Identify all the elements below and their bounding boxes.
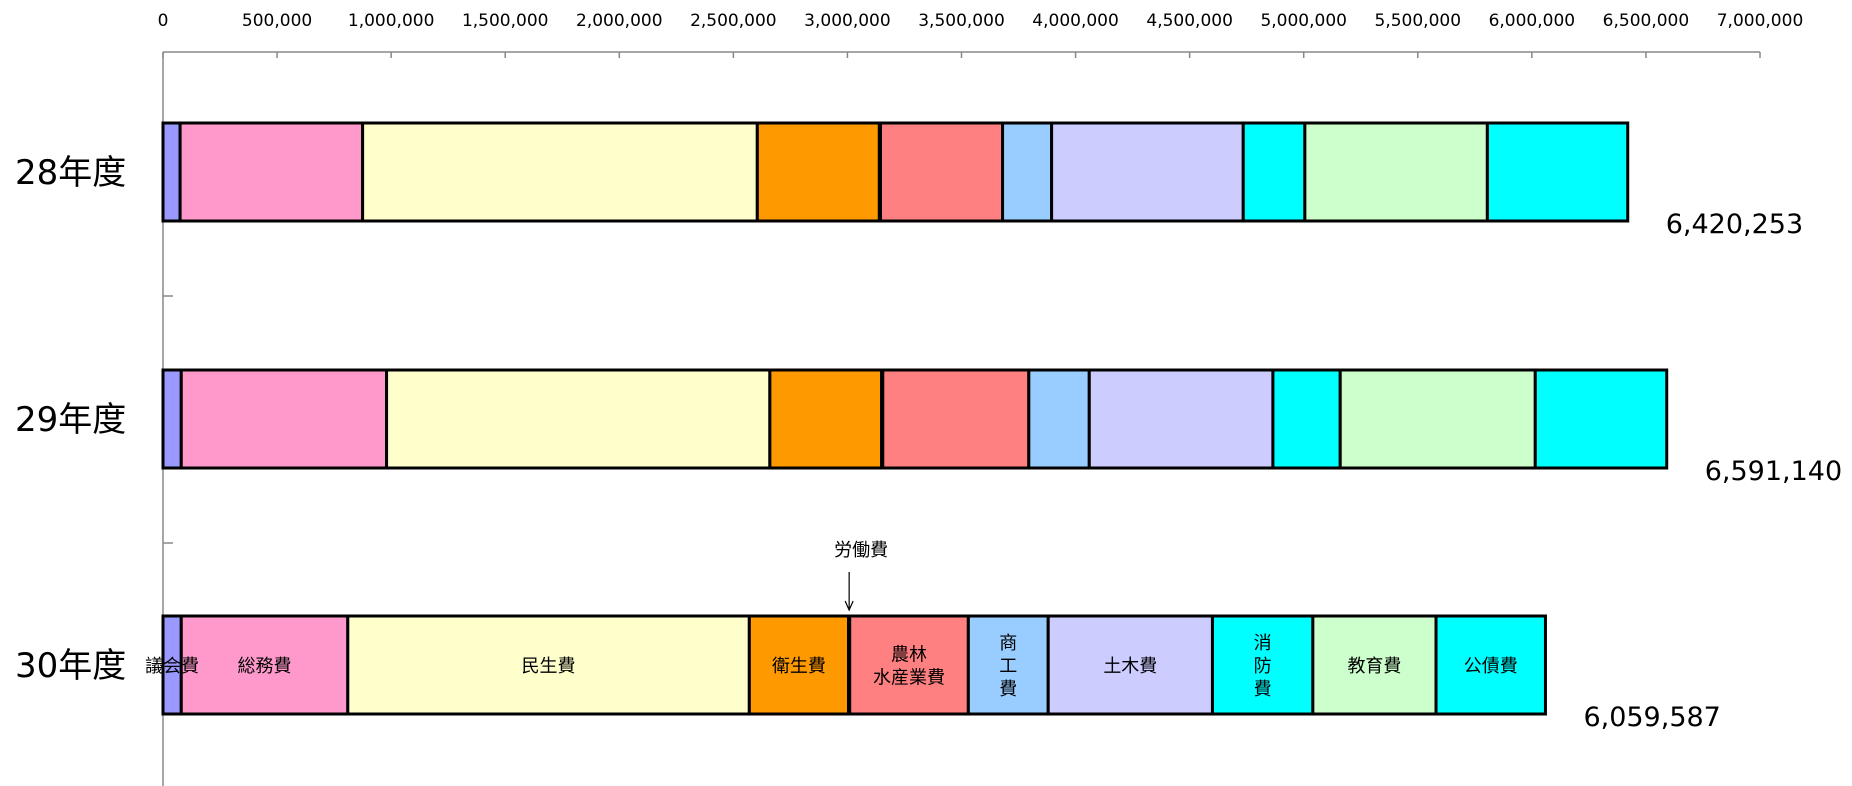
x-tick-label: 6,000,000 xyxy=(1489,11,1576,31)
bar-segment xyxy=(755,121,881,223)
bar-segment xyxy=(1027,368,1091,470)
category-label: 28年度 xyxy=(15,153,126,193)
x-tick-label: 1,500,000 xyxy=(462,11,549,31)
bar-segment xyxy=(178,121,365,223)
bar-segment xyxy=(179,368,389,470)
bar-segment xyxy=(1303,121,1489,223)
segment-label: 総務費 xyxy=(238,656,292,677)
total-label: 6,420,253 xyxy=(1666,209,1803,240)
label-layer: 28年度 6,420,253 29年度 6,591,140 30年度 6,059,587 議… xyxy=(15,153,1842,733)
x-tick-label: 5,500,000 xyxy=(1375,11,1462,31)
segment-label: 消防費 xyxy=(1254,633,1272,700)
annotation-arrowhead xyxy=(844,600,854,612)
bar-segment xyxy=(966,614,1050,716)
x-tick-label: 4,000,000 xyxy=(1032,11,1119,31)
bar-segment xyxy=(1046,614,1214,716)
segment-label: 公債費 xyxy=(1464,656,1518,677)
bar-segment xyxy=(1001,121,1054,223)
bar-segment xyxy=(361,121,759,223)
segment-label: 議会費 xyxy=(145,656,199,677)
segment-label: 衛生費 xyxy=(772,656,826,677)
bar-segment xyxy=(1533,368,1669,470)
bar-segment xyxy=(1210,614,1315,716)
bar-segment xyxy=(879,121,1005,223)
bar-segment xyxy=(1241,121,1307,223)
bar-segment xyxy=(1271,368,1342,470)
x-tick-label: 3,500,000 xyxy=(918,11,1005,31)
segment-label: 教育費 xyxy=(1347,656,1401,677)
axis-layer: 0 500,000 1,000,000 1,500,000 2,000,000 2,500… xyxy=(158,11,1804,786)
bar-segment xyxy=(346,614,751,716)
x-tick-label: 6,500,000 xyxy=(1603,11,1690,31)
bar-segment xyxy=(1485,121,1630,223)
x-tick-label: 500,000 xyxy=(242,11,312,31)
bar-segment xyxy=(385,368,772,470)
x-tick-label: 2,500,000 xyxy=(690,11,777,31)
bar-segment xyxy=(1050,121,1245,223)
total-label: 6,059,587 xyxy=(1583,702,1720,733)
category-label: 30年度 xyxy=(15,646,126,686)
x-tick-label: 0 xyxy=(158,11,169,31)
bar-segment xyxy=(768,368,884,470)
category-label: 29年度 xyxy=(15,400,126,440)
x-tick-label: 4,500,000 xyxy=(1146,11,1233,31)
annotation-label: 労働費 xyxy=(834,540,888,561)
segment-label: 農林水産業費 xyxy=(873,645,945,689)
bar-segment xyxy=(1311,614,1438,716)
bar-segment xyxy=(161,368,183,470)
x-tick-label: 3,000,000 xyxy=(804,11,891,31)
bar-segment xyxy=(1338,368,1537,470)
bar-segment xyxy=(848,614,970,716)
x-tick-label: 5,000,000 xyxy=(1260,11,1347,31)
bar-segment xyxy=(179,614,350,716)
segment-label: 民生費 xyxy=(522,656,576,677)
bar-segment xyxy=(1087,368,1275,470)
total-label: 6,591,140 xyxy=(1705,456,1842,487)
segment-label: 土木費 xyxy=(1103,656,1157,677)
bar-segment xyxy=(161,121,182,223)
x-tick-label: 2,000,000 xyxy=(576,11,663,31)
segment-label: 商工費 xyxy=(999,633,1017,700)
bar-segment xyxy=(881,368,1031,470)
x-tick-label: 7,000,000 xyxy=(1717,11,1804,31)
x-tick-label: 1,000,000 xyxy=(348,11,435,31)
bar-segment xyxy=(1434,614,1547,716)
bar-layer xyxy=(161,121,1669,716)
